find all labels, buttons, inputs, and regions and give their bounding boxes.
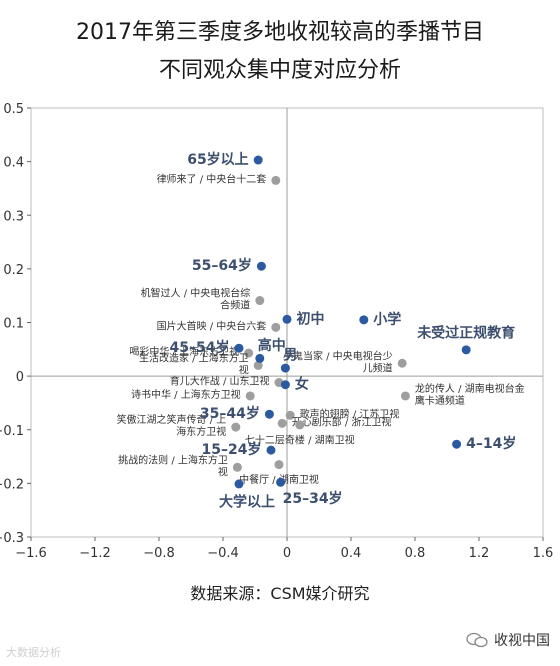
program-point xyxy=(400,391,410,401)
program-label: 合频道 xyxy=(220,299,250,312)
audience-label: 女 xyxy=(295,376,309,393)
audience-point xyxy=(276,477,286,487)
program-label: 海东方卫视 xyxy=(176,425,226,438)
audience-point xyxy=(255,353,265,363)
y-tick-label: −0.2 xyxy=(0,477,24,492)
audience-label: 初中 xyxy=(297,310,325,327)
program-label: 育儿大作战 / 山东卫视 xyxy=(170,375,270,388)
x-tick-label: −1.2 xyxy=(79,546,111,561)
program-label: 儿频道 xyxy=(363,361,393,374)
audience-label: 大学以上 xyxy=(219,493,275,510)
y-tick-label: −0.1 xyxy=(0,424,24,439)
y-tick-label: 0.3 xyxy=(3,209,24,224)
y-tick-label: 0 xyxy=(16,370,24,385)
audience-point xyxy=(264,409,274,419)
watermark-right-text: 收视中国 xyxy=(494,633,550,649)
program-label: 鹰卡通频道 xyxy=(415,394,465,407)
program-label: 国片大首映 / 中央台六套 xyxy=(157,319,267,332)
audience-label: 65岁以上 xyxy=(187,151,248,168)
program-point xyxy=(255,296,265,306)
x-tick-label: 1.2 xyxy=(469,546,490,561)
audience-label: 小学 xyxy=(373,311,401,328)
program-label: 机智过人 / 中央电视台综 xyxy=(141,287,251,300)
program-label: 开心剧乐部 / 浙江卫视 xyxy=(292,415,392,428)
x-tick-label: −1.6 xyxy=(15,546,47,561)
program-label: 小鬼当家 / 中央电视台少 xyxy=(283,349,393,362)
program-label: 龙的传人 / 湖南电视台金 xyxy=(415,382,525,395)
program-point xyxy=(231,422,241,432)
program-point xyxy=(245,391,255,401)
audience-point xyxy=(256,261,266,271)
y-tick-label: −0.3 xyxy=(0,531,24,546)
program-point xyxy=(274,460,284,470)
y-tick-label: 0.4 xyxy=(3,156,24,171)
audience-point xyxy=(280,363,290,373)
program-point xyxy=(253,360,263,370)
program-label: 生活改造家 / 上海东方卫 xyxy=(139,351,249,364)
y-tick-label: 0.5 xyxy=(3,102,24,117)
x-tick-label: 0.4 xyxy=(341,546,362,561)
x-tick-label: 1.6 xyxy=(533,546,554,561)
audience-point xyxy=(359,315,369,325)
audience-label: 高中 xyxy=(258,337,286,354)
x-tick-label: −0.8 xyxy=(143,546,175,561)
audience-point xyxy=(266,445,276,455)
program-point xyxy=(277,418,287,428)
x-tick-label: 0 xyxy=(283,546,291,561)
program-label: 律师来了 / 中央台十二套 xyxy=(157,172,267,185)
chart-title-line1: 2017年第三季度多地收视较高的季播节目 xyxy=(76,20,484,45)
program-label: 诗书中华 / 上海东方卫视 xyxy=(131,388,241,401)
audience-point xyxy=(282,314,292,324)
program-label: 视 xyxy=(239,363,249,376)
audience-point xyxy=(234,343,244,353)
audience-label: 15–24岁 xyxy=(202,441,262,458)
y-tick-label: 0.2 xyxy=(3,263,24,278)
audience-label: 35–44岁 xyxy=(200,405,260,422)
audience-point xyxy=(461,345,471,355)
program-point xyxy=(271,322,281,332)
audience-point xyxy=(280,380,290,390)
audience-label: 男 xyxy=(283,348,297,364)
audience-label: 4–14岁 xyxy=(466,435,516,452)
program-point xyxy=(397,358,407,368)
program-point xyxy=(285,410,295,420)
audience-point xyxy=(452,439,462,449)
data-source: 数据来源：CSM媒介研究 xyxy=(190,584,370,603)
program-point xyxy=(271,175,281,185)
watermark-left: 大数据分析 xyxy=(6,646,61,659)
program-label: 喝彩中华 / 上海东方卫视 xyxy=(129,345,239,358)
chart-title-line2: 不同观众集中度对应分析 xyxy=(158,58,401,83)
program-point xyxy=(244,348,254,358)
program-label: 笑傲江湖之笑声传奇 / 上 xyxy=(117,413,227,426)
x-tick-label: 0.8 xyxy=(405,546,426,561)
watermark-right: 收视中国 xyxy=(466,630,550,650)
audience-label: 45–54岁 xyxy=(170,339,230,356)
x-tick-label: −0.4 xyxy=(207,546,239,561)
audience-label: 55–64岁 xyxy=(192,257,252,274)
audience-label: 未受过正规教育 xyxy=(417,324,515,341)
program-label: 挑战的法则 / 上海东方卫 xyxy=(118,453,228,466)
audience-point xyxy=(253,155,263,165)
audience-point xyxy=(234,479,244,489)
program-label: 歌声的翅膀 / 江苏卫视 xyxy=(300,407,400,420)
y-tick-label: 0.1 xyxy=(3,317,24,332)
wechat-icon xyxy=(466,632,488,648)
program-point xyxy=(295,420,305,430)
audience-label: 25–34岁 xyxy=(283,490,343,507)
program-label: 七十二层奇楼 / 湖南卫视 xyxy=(245,433,355,446)
program-label: 视 xyxy=(218,465,228,478)
program-point xyxy=(232,462,242,472)
